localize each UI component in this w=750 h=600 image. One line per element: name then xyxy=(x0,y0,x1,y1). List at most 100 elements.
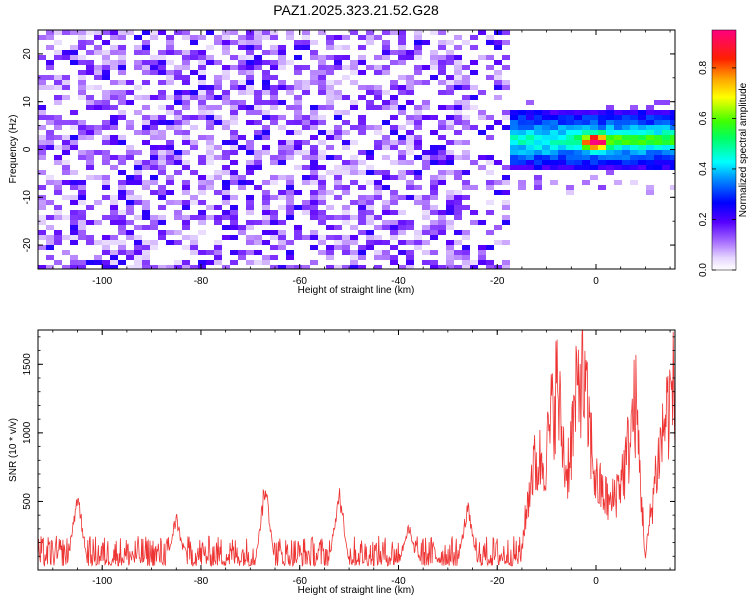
spectrogram-cell xyxy=(214,75,222,80)
spectrogram-cell xyxy=(454,265,462,269)
spectrogram-cell xyxy=(38,185,46,190)
spectrogram-cell xyxy=(310,115,318,120)
spectrogram-cell xyxy=(446,85,454,90)
spectrogram-cell xyxy=(422,240,430,245)
spectrogram-cell xyxy=(134,170,142,175)
spectrogram-cell xyxy=(238,255,246,260)
spectrogram-cell xyxy=(342,165,350,170)
spectrogram-cell xyxy=(94,175,102,180)
spectrogram-cell xyxy=(614,160,622,165)
spectrogram-cell xyxy=(662,135,670,140)
spectrogram-cell xyxy=(470,220,478,225)
spectrogram-cell xyxy=(158,215,166,220)
spectrogram-cell xyxy=(214,175,222,180)
spectrogram-cell xyxy=(46,175,54,180)
spectrogram-cell xyxy=(222,90,230,95)
spectrogram-cell xyxy=(390,230,398,235)
spectrogram-cell xyxy=(302,200,310,205)
spectrogram-cell xyxy=(134,65,142,70)
spectrogram-cell xyxy=(334,110,342,115)
spectrogram-cell xyxy=(510,120,518,125)
spectrogram-cell xyxy=(534,125,542,130)
spectrogram-cell xyxy=(222,235,230,240)
spectrogram-cell xyxy=(390,105,398,110)
spectrogram-cell xyxy=(78,135,86,140)
spectrogram-cell xyxy=(398,110,406,115)
spectrogram-cell xyxy=(646,150,654,155)
spectrogram-cell xyxy=(246,145,254,150)
spectrogram-cell xyxy=(334,60,342,65)
spectrogram-cell xyxy=(110,235,118,240)
spectrogram-cell xyxy=(134,225,142,230)
spectrogram-cell xyxy=(294,230,302,235)
spectrogram-cell xyxy=(254,105,262,110)
spectrogram-cell xyxy=(526,125,534,130)
spectrogram-cell xyxy=(486,160,494,165)
spectrogram-cell xyxy=(150,120,158,125)
spectrogram-cell xyxy=(566,160,574,165)
spectrogram-cell xyxy=(102,265,110,269)
spectrogram-cell xyxy=(118,100,126,105)
spectrogram-cell xyxy=(510,150,518,155)
spectrogram-cell xyxy=(102,135,110,140)
spectrogram-cell xyxy=(358,55,366,60)
spectrogram-cell xyxy=(134,215,142,220)
spectrogram-cell xyxy=(70,135,78,140)
spectrogram-cell xyxy=(78,95,86,100)
spectrogram-cell xyxy=(214,205,222,210)
spectrogram-cell xyxy=(558,145,566,150)
spectrogram-cell xyxy=(262,100,270,105)
spectrogram-cell xyxy=(110,35,118,40)
spectrogram-cell xyxy=(566,190,574,195)
spectrogram-cell xyxy=(326,190,334,195)
spectrogram-cell xyxy=(190,240,198,245)
spectrogram-cell xyxy=(662,125,670,130)
spectrogram-cell xyxy=(214,255,222,260)
spectrogram-cell xyxy=(206,205,214,210)
spectrogram-cell xyxy=(182,115,190,120)
spectrogram-cell xyxy=(110,200,118,205)
spectrogram-cell xyxy=(102,75,110,80)
spectrogram-cell xyxy=(510,155,518,160)
spectrogram-cell xyxy=(446,105,454,110)
spectrogram-cell xyxy=(374,225,382,230)
spectrogram-cell xyxy=(206,150,214,155)
spectrogram-cell xyxy=(358,150,366,155)
spectrogram-cell xyxy=(638,165,646,170)
spectrogram-cell xyxy=(630,115,638,120)
spectrogram-cell xyxy=(230,175,238,180)
spectrogram-cell xyxy=(414,125,422,130)
spectrogram-cell xyxy=(158,30,166,35)
spectrogram-cell xyxy=(70,50,78,55)
spectrogram-cell xyxy=(390,160,398,165)
spectrogram-cell xyxy=(446,240,454,245)
spectrogram-cell xyxy=(246,110,254,115)
spectrogram-cell xyxy=(150,115,158,120)
spectrogram-cell xyxy=(78,195,86,200)
spectrogram-cell xyxy=(294,130,302,135)
spectrogram-cell xyxy=(446,90,454,95)
spectrogram-cell xyxy=(102,240,110,245)
spectrogram-cell xyxy=(630,155,638,160)
spectrogram-cell xyxy=(422,260,430,265)
spectrogram-cell xyxy=(326,170,334,175)
spectrogram-cell xyxy=(446,200,454,205)
spectrogram-cell xyxy=(174,240,182,245)
spectrogram-cell xyxy=(334,165,342,170)
spectrogram-cell xyxy=(62,150,70,155)
spectrogram-cell xyxy=(134,130,142,135)
spectrogram-cell xyxy=(286,195,294,200)
spectrogram-cell xyxy=(166,230,174,235)
spectrogram-cell xyxy=(318,155,326,160)
spectrogram-cell xyxy=(262,110,270,115)
spectrogram-cell xyxy=(406,240,414,245)
spectrogram-cell xyxy=(438,70,446,75)
spectrogram-cell xyxy=(558,125,566,130)
spectrogram-cell xyxy=(430,150,438,155)
spectrogram-cell xyxy=(326,245,334,250)
spectrogram-cell xyxy=(382,70,390,75)
spectrogram-cell xyxy=(150,35,158,40)
spectrogram-cell xyxy=(526,165,534,170)
spectrogram-cell xyxy=(550,165,558,170)
spectrogram-cell xyxy=(278,150,286,155)
